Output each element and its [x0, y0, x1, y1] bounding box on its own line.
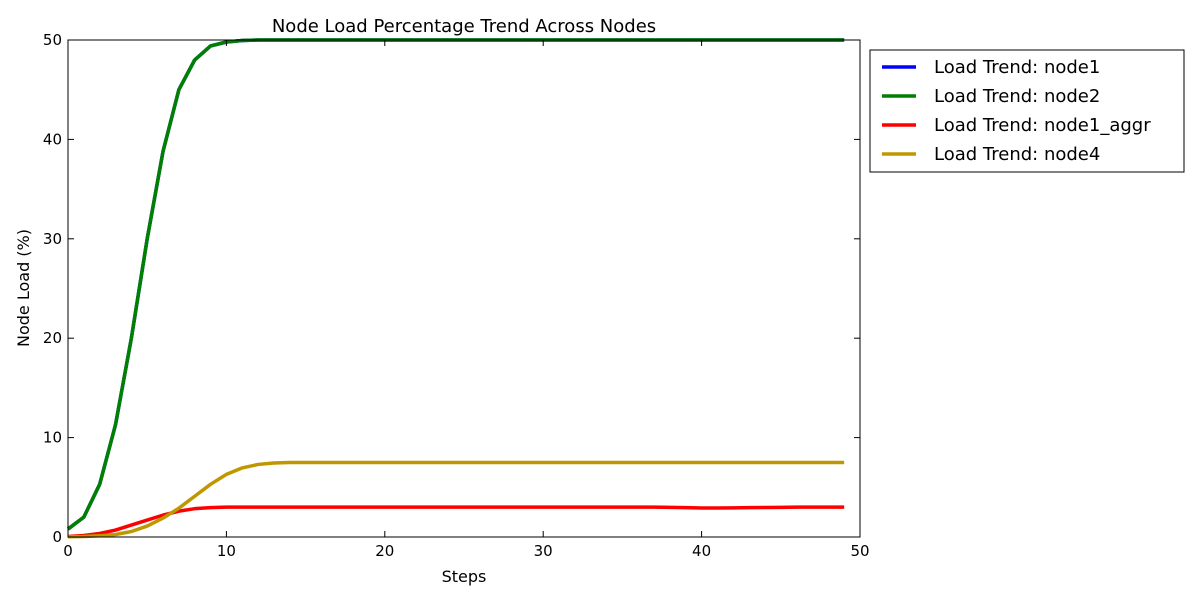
legend-label-3: Load Trend: node1_aggr — [934, 115, 1151, 136]
x-tick-label: 30 — [534, 542, 553, 560]
x-tick-label: 20 — [375, 542, 394, 560]
series-line-1 — [66, 38, 845, 531]
y-tick-label: 20 — [43, 329, 62, 347]
x-tick-label: 0 — [63, 542, 73, 560]
x-axis-label: Steps — [442, 567, 487, 586]
y-tick-label: 40 — [43, 130, 62, 148]
y-tick-label: 50 — [43, 31, 62, 49]
x-tick-label: 10 — [217, 542, 236, 560]
ticks-layer: 0 10 20 30 40 50 0 10 20 30 40 50 — [43, 31, 870, 560]
series-layer — [66, 38, 845, 539]
x-tick-label: 40 — [692, 542, 711, 560]
y-tick-label: 10 — [43, 429, 62, 447]
series-line-2 — [66, 38, 845, 531]
series-line-3 — [67, 505, 845, 539]
y-axis-label: Node Load (%) — [14, 229, 33, 347]
series-line-4 — [67, 460, 845, 539]
legend-frame — [869, 49, 1185, 173]
plot-frame — [67, 39, 861, 538]
x-tick-label: 50 — [850, 542, 869, 560]
legend: Load Trend: node1 Load Trend: node2 Load T… — [869, 49, 1185, 173]
y-tick-label: 30 — [43, 230, 62, 248]
y-tick-label: 0 — [52, 528, 62, 546]
chart-title: Node Load Percentage Trend Across Nodes — [272, 16, 656, 37]
legend-label-4: Load Trend: node4 — [934, 144, 1100, 165]
legend-label-1: Load Trend: node1 — [934, 57, 1100, 78]
legend-label-2: Load Trend: node2 — [934, 86, 1100, 107]
